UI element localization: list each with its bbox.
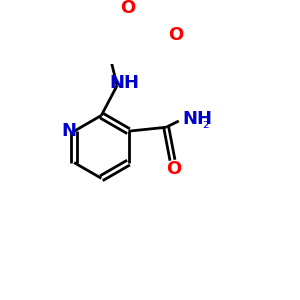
- Circle shape: [161, 26, 178, 43]
- Text: NH: NH: [182, 110, 212, 128]
- Text: ₂: ₂: [202, 113, 209, 131]
- Text: N: N: [61, 122, 76, 140]
- Text: O: O: [168, 26, 184, 44]
- Circle shape: [99, 43, 119, 63]
- Text: O: O: [167, 160, 182, 178]
- Text: NH: NH: [110, 74, 140, 92]
- Text: O: O: [120, 0, 136, 17]
